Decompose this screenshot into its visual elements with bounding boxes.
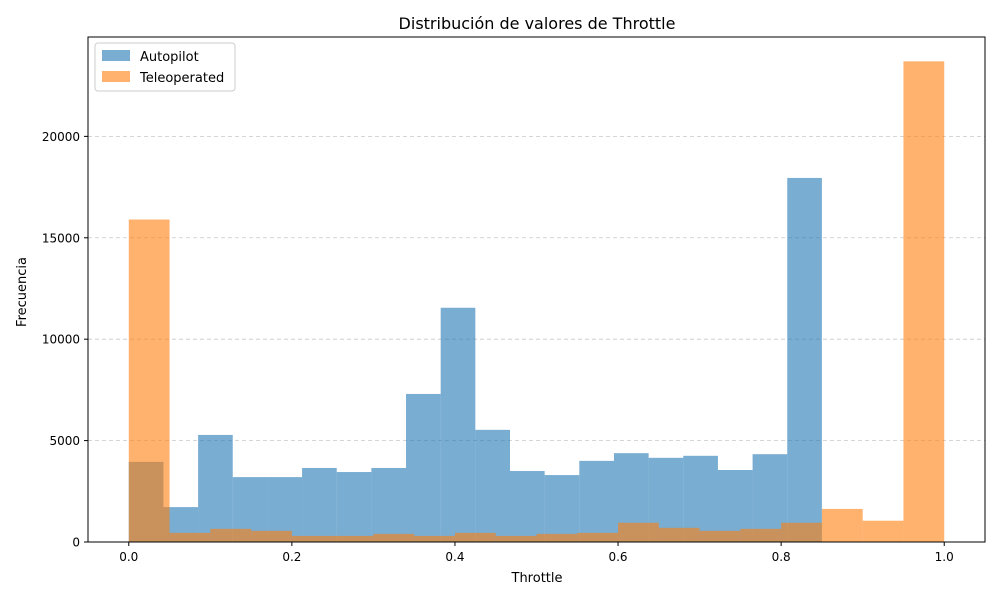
y-tick-label: 20000 [42,130,80,144]
x-axis-label: Throttle [511,571,563,586]
bar-autopilot [198,434,233,542]
chart-title: Distribución de valores de Throttle [399,14,676,33]
bar-autopilot [475,429,510,542]
x-tick-label: 1.0 [935,550,954,564]
y-tick-label: 0 [72,536,80,550]
legend-swatch-autopilot [102,50,130,61]
bar-autopilot [544,475,580,542]
bar-teleoperated [781,522,822,542]
legend: Autopilot Teleoperated [94,42,236,92]
bar-teleoperated [699,530,741,542]
bar-teleoperated [373,533,415,542]
bar-teleoperated [577,532,619,542]
bar-teleoperated [618,522,659,542]
y-tick-label: 10000 [42,333,80,347]
bar-teleoperated [291,535,333,542]
x-axis-ticks: 0.0 0.2 0.4 0.6 0.8 1.0 [119,542,954,564]
bar-autopilot [336,472,372,542]
bar-teleoperated [740,528,782,542]
y-tick-label: 15000 [42,231,80,245]
bar-teleoperated [454,532,496,542]
bar-autopilot [787,177,822,543]
series-teleoperated [128,61,945,543]
legend-swatch-teleoperated [102,71,130,82]
bar-teleoperated [821,508,863,542]
plot-frame [87,36,986,543]
legend-label-autopilot: Autopilot [140,50,199,65]
bar-teleoperated [128,219,170,542]
y-axis-ticks: 0 5000 10000 15000 20000 [42,130,88,550]
bar-teleoperated [414,535,455,542]
legend-label-teleoperated: Teleoperated [139,71,224,86]
x-tick-label: 0.2 [282,550,301,564]
bar-autopilot [440,307,476,542]
bar-teleoperated [536,533,578,542]
bar-autopilot [683,455,718,542]
y-axis-label: Frecuencia [15,257,30,327]
bar-autopilot [371,467,407,542]
bar-teleoperated [210,528,252,542]
y-tick-label: 5000 [49,434,80,448]
bar-teleoperated [903,61,945,543]
bar-autopilot [406,393,441,542]
series-autopilot [128,177,822,543]
x-tick-label: 0.6 [608,550,627,564]
x-tick-label: 0.8 [772,550,791,564]
bar-teleoperated [658,527,700,542]
bar-teleoperated [169,532,211,542]
bar-autopilot [509,471,545,542]
bar-teleoperated [251,530,292,542]
bar-autopilot [302,467,337,542]
x-tick-label: 0.4 [445,550,464,564]
bar-teleoperated [332,535,374,542]
bars [128,61,945,543]
bar-teleoperated [862,520,904,542]
x-tick-label: 0.0 [119,550,138,564]
bar-teleoperated [495,535,537,542]
bar-autopilot [579,460,614,542]
